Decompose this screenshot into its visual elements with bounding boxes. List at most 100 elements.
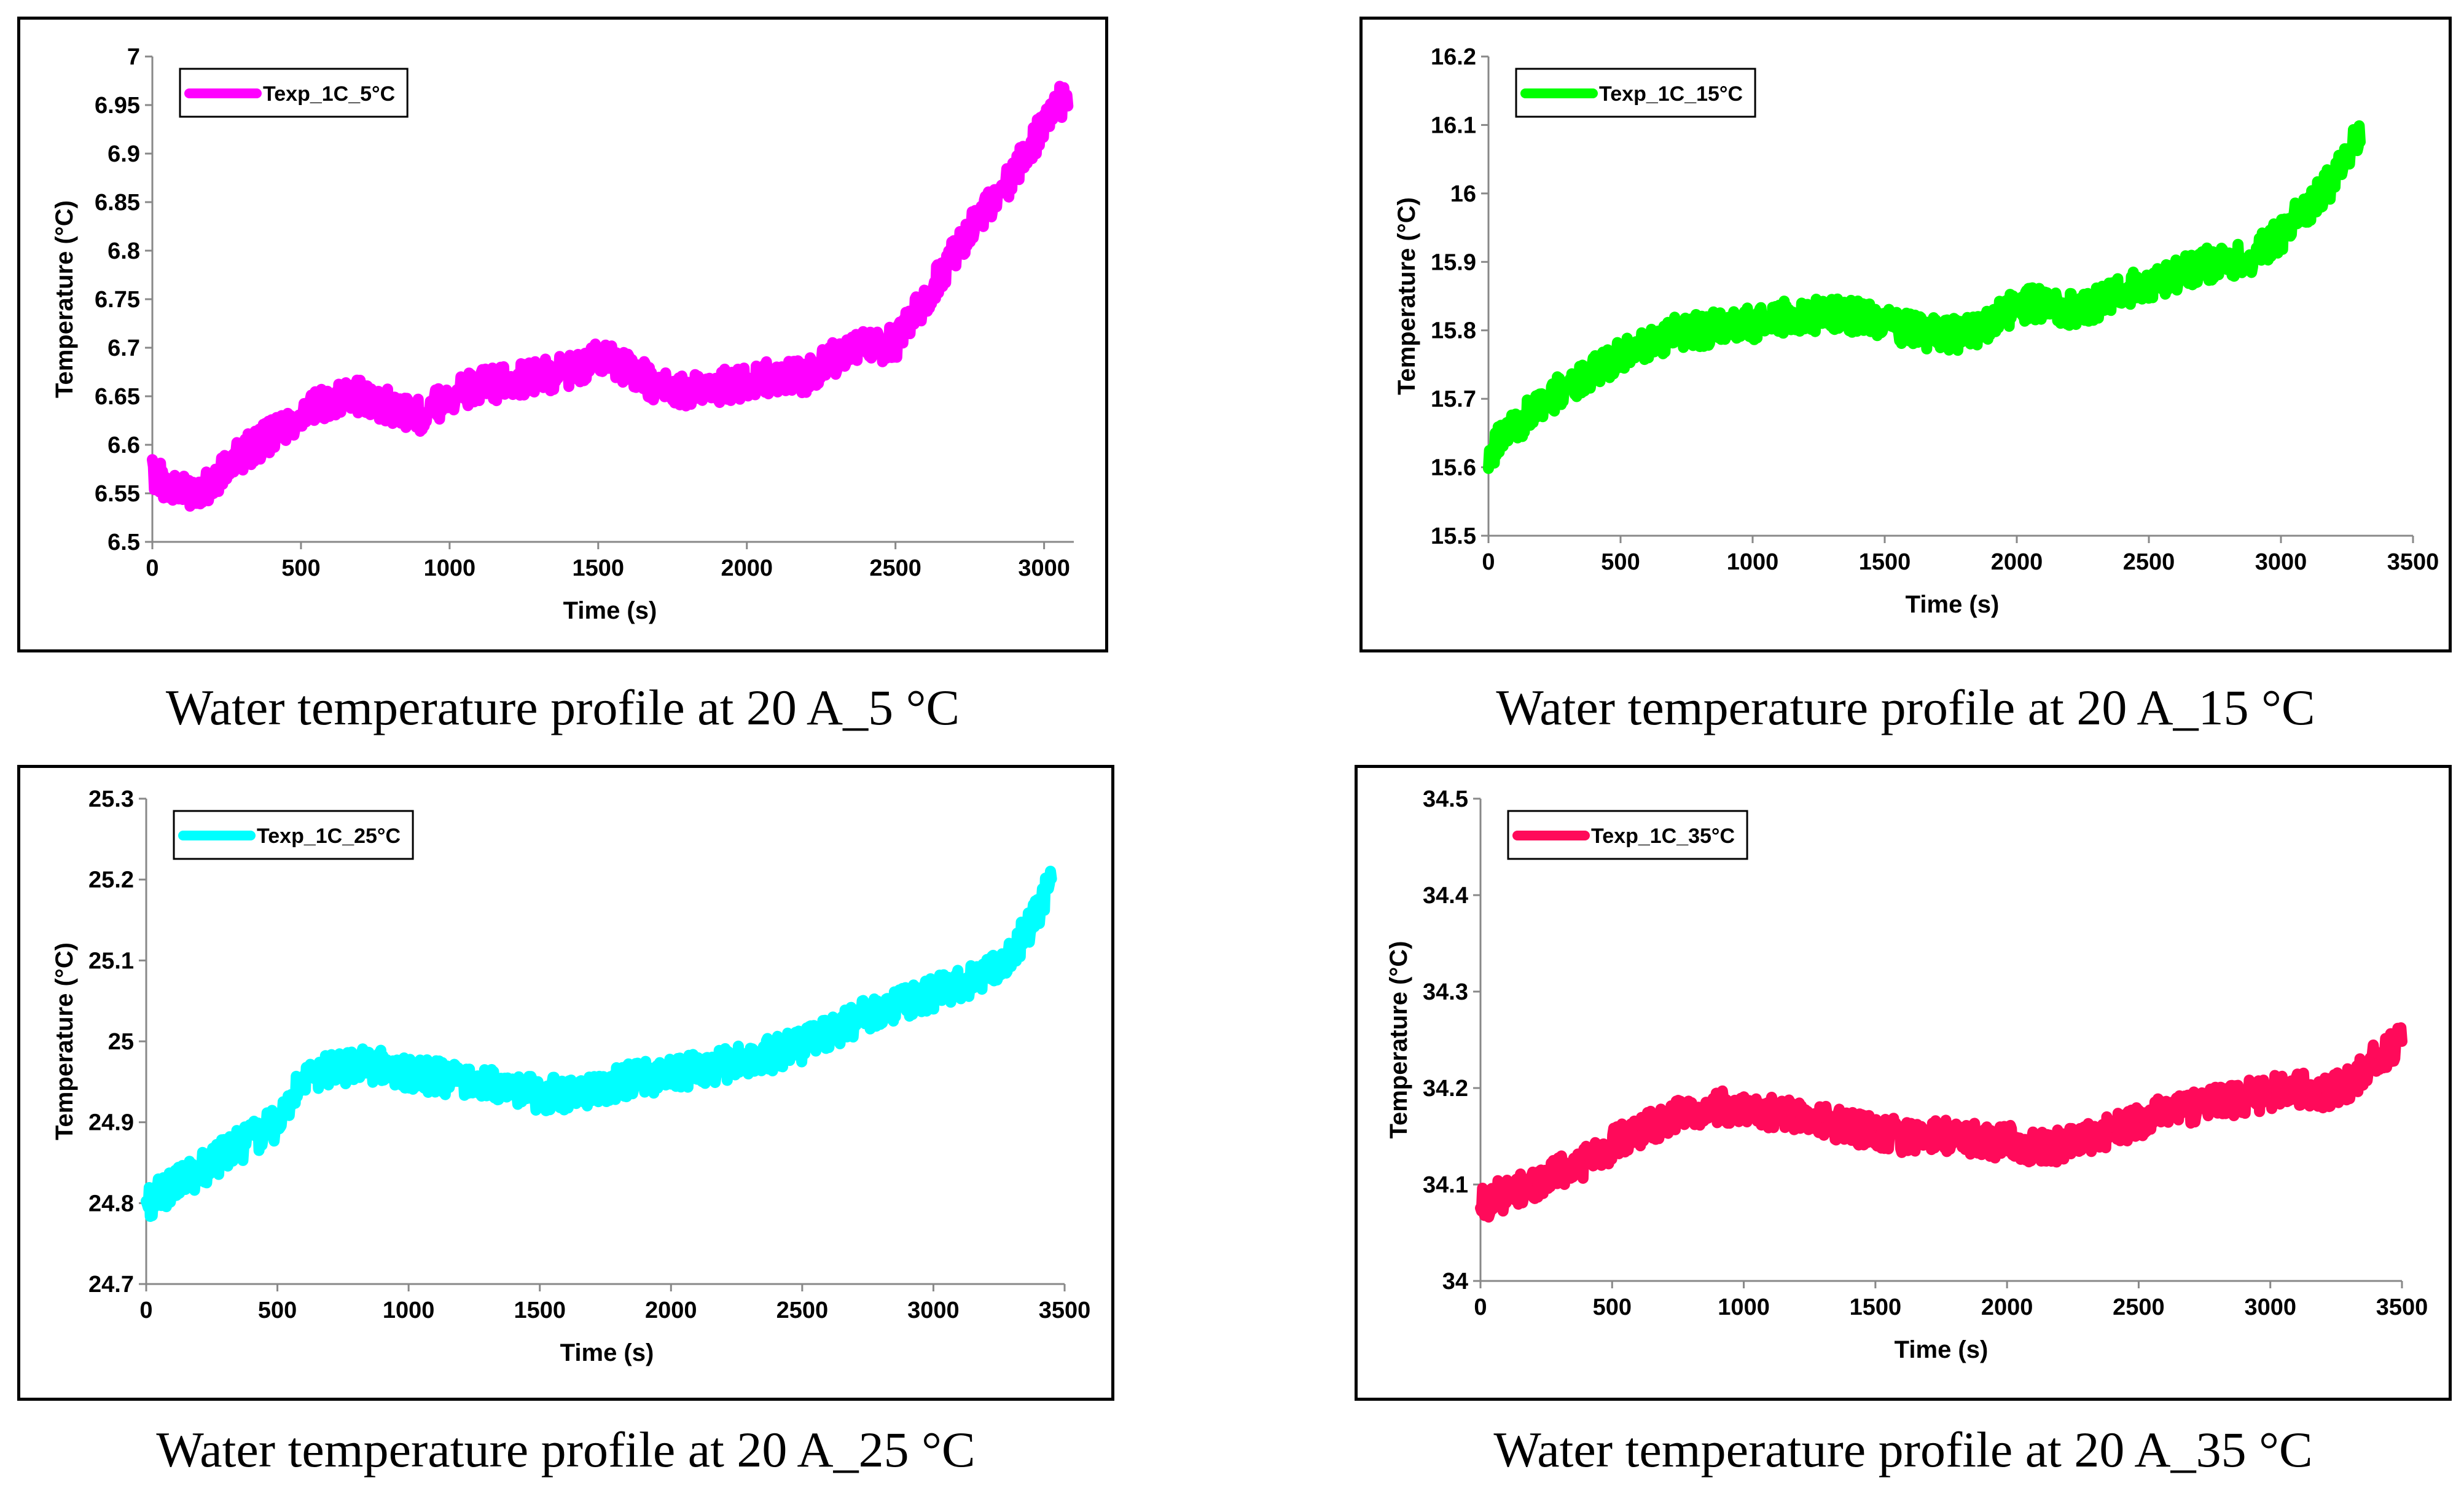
x-tick-label: 3500 [2387,549,2439,575]
data-point [745,380,748,383]
y-tick-label: 15.9 [1431,249,1476,275]
data-point [1479,1202,1482,1205]
data-point [894,342,897,345]
series-line [1475,1022,2407,1223]
data-point [1057,99,1060,102]
x-tick-label: 2500 [2123,549,2175,575]
series-line [1483,120,2366,474]
data-point [591,1089,594,1091]
data-point [2359,130,2361,133]
data-point [171,1186,174,1188]
y-tick-label: 7 [127,44,140,70]
y-tick-label: 25.1 [88,948,134,974]
data-point [1013,171,1016,174]
data-point [1848,1125,1850,1128]
legend-label: Texp_1C_25°C [257,824,401,848]
x-tick-label: 1500 [514,1298,566,1323]
data-point [2058,1145,2061,1148]
data-point [1514,425,1516,428]
data-point [1804,315,1807,318]
y-tick-label: 34.4 [1423,883,1468,909]
data-point [1558,1169,1561,1172]
data-point [2216,1101,2219,1104]
caption-15c: Water temperature profile at 20 A_15 °C [1496,679,2315,735]
series-line [147,80,1074,512]
data-point [670,1072,673,1075]
x-axis-label: Time (s) [563,597,657,624]
data-point [1795,1116,1798,1119]
data-point [686,390,689,393]
x-tick-label: 1000 [424,555,476,581]
data-point [1900,1135,1903,1138]
data-point [1699,329,1701,332]
data-point [507,380,510,383]
data-point [181,492,184,495]
data-point [299,414,302,417]
data-point [329,399,332,402]
data-point [1050,878,1053,881]
data-point [565,1092,568,1095]
data-point [270,434,273,437]
data-point [748,1056,751,1059]
data-point [2016,305,2018,308]
legend-label: Texp_1C_5°C [263,82,395,106]
data-point [2333,178,2335,181]
data-point [197,1169,200,1172]
data-point [880,1008,882,1011]
data-point [1874,1130,1877,1133]
data-point [2306,206,2309,209]
y-axis-label: Temperature (°C) [51,942,78,1140]
y-tick-label: 34.5 [1423,786,1468,812]
data-point [2280,233,2282,236]
y-axis-label: Temperature (°C) [1385,941,1412,1139]
data-point [958,983,961,986]
y-tick-label: 34.1 [1423,1172,1468,1198]
data-point [1936,332,1939,335]
data-point [2174,274,2177,277]
data-point [775,375,778,378]
x-tick-label: 1500 [1859,549,1911,575]
data-point [1066,104,1070,106]
y-tick-label: 24.7 [88,1272,134,1298]
chart-svg-5c: 6.5 6.55 6.6 6.65 6.7 6.75 6.8 6.85 6.9 6.95 7 0 500… [51,44,1074,624]
data-point [596,356,600,359]
data-point [2068,308,2071,311]
x-tick-label: 1000 [1718,1294,1770,1320]
data-point [864,347,867,349]
x-axis-label: Time (s) [560,1339,654,1366]
x-tick-label: 0 [139,1298,152,1323]
data-point [1505,1192,1508,1196]
data-point [2401,1038,2403,1041]
x-tick-label: 2500 [2113,1294,2165,1320]
data-point [2121,291,2124,294]
data-point [983,210,986,213]
legend: Texp_1C_35°C [1507,810,1748,860]
data-point [512,1089,515,1091]
data-point [2348,1082,2351,1085]
chart-panel-35c: 34 34.1 34.2 34.3 34.4 34.5 0 500 1000 1500 2000 25… [1355,765,2452,1401]
x-tick-label: 500 [281,555,320,581]
data-point [1953,1135,1956,1138]
x-tick-label: 2000 [721,555,773,581]
data-point [643,1076,646,1079]
y-axis-label: Temperature (°C) [1393,197,1420,395]
data-point [2148,281,2150,284]
data-point [1011,951,1014,954]
data-point [2111,1130,2114,1133]
x-tick-label: 0 [1482,549,1495,575]
x-tick-label: 3000 [1018,555,1070,581]
y-tick-label: 16 [1450,181,1476,207]
data-point [1637,1130,1640,1133]
caption-5c: Water temperature profile at 20 A_5 °C [165,679,960,735]
data-point [2006,1140,2009,1143]
data-point [1857,315,1860,318]
x-tick-label: 2500 [869,555,921,581]
series-line [141,866,1057,1222]
data-point [1646,343,1648,345]
y-tick-label: 25.3 [88,786,134,812]
y-tick-label: 15.7 [1431,386,1476,412]
data-point [1751,322,1754,325]
data-point [1910,329,1912,332]
data-point [2042,302,2044,305]
data-point [2137,1120,2140,1123]
